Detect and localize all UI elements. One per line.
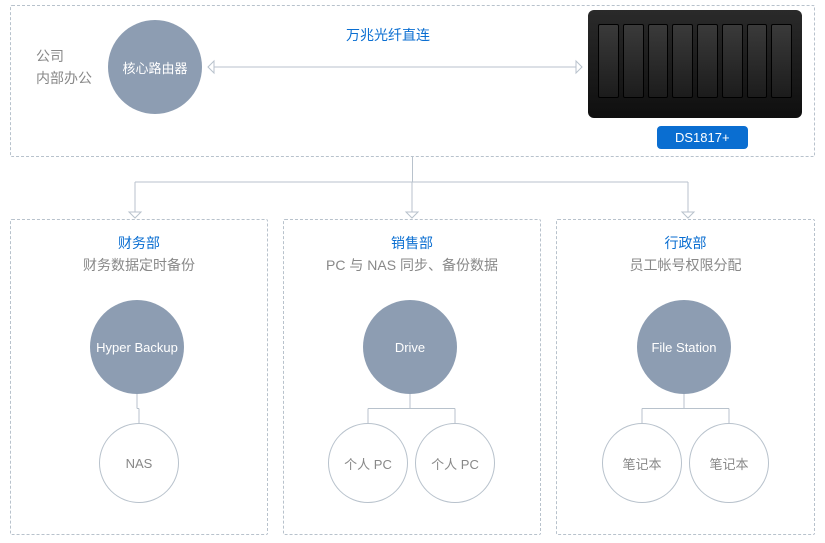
- nas-device: [588, 10, 802, 118]
- nas-bay: [771, 24, 792, 98]
- dept-client-node: 个人 PC: [415, 423, 495, 503]
- nas-badge: DS1817+: [657, 126, 748, 149]
- dept-subtitle: 财务数据定时备份: [10, 255, 268, 275]
- dept-title: 行政部: [556, 233, 815, 253]
- nas-bay: [623, 24, 644, 98]
- dept-service-node: Hyper Backup: [90, 300, 184, 394]
- company-label: 公司 内部办公: [36, 45, 92, 89]
- dept-client-node: 个人 PC: [328, 423, 408, 503]
- dept-client-node: NAS: [99, 423, 179, 503]
- nas-bay: [697, 24, 718, 98]
- nas-bay: [672, 24, 693, 98]
- core-router-label: 核心路由器: [122, 58, 187, 77]
- dept-service-node: File Station: [637, 300, 731, 394]
- dept-service-node: Drive: [363, 300, 457, 394]
- link-label: 万兆光纤直连: [346, 25, 430, 45]
- nas-bay: [598, 24, 619, 98]
- company-label-l2: 内部办公: [36, 70, 92, 86]
- nas-bay: [648, 24, 669, 98]
- dept-subtitle: PC 与 NAS 同步、备份数据: [283, 255, 541, 275]
- dept-client-node: 笔记本: [602, 423, 682, 503]
- dept-subtitle: 员工帐号权限分配: [556, 255, 815, 275]
- nas-bay: [722, 24, 743, 98]
- dept-client-node: 笔记本: [689, 423, 769, 503]
- nas-bay: [747, 24, 768, 98]
- core-router-node: 核心路由器: [108, 20, 202, 114]
- company-label-l1: 公司: [36, 48, 64, 64]
- dept-title: 销售部: [283, 233, 541, 253]
- dept-title: 财务部: [10, 233, 268, 253]
